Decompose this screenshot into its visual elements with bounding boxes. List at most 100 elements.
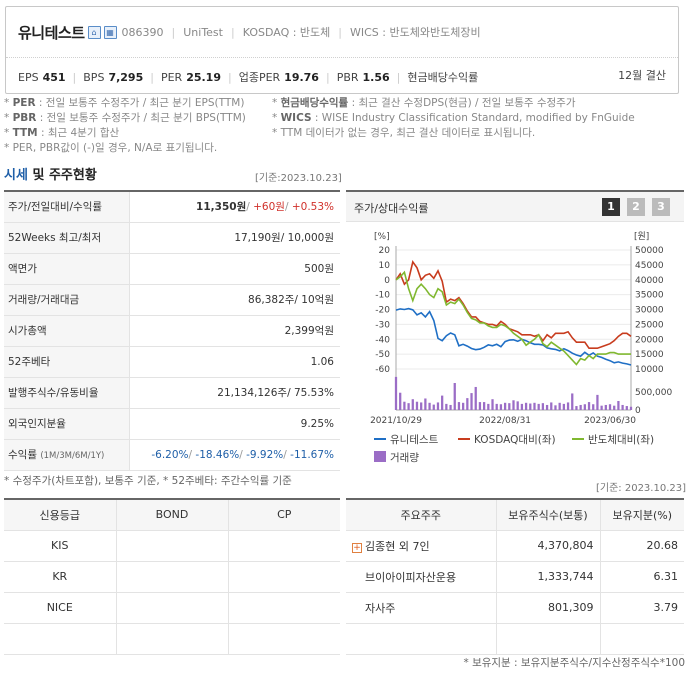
right-tick-label: 25000 xyxy=(635,320,664,330)
volume-bar xyxy=(441,395,444,410)
metric-value: 451 xyxy=(42,70,66,84)
right-tick-label: 30000 xyxy=(635,306,664,316)
shares-cell: 1,333,744 xyxy=(496,561,601,593)
table-row: 주가/전일대비/수익률 11,350원/ +60원/ +0.53% xyxy=(4,190,340,223)
chart-page-2-button[interactable]: 2 xyxy=(627,198,645,216)
volume-bar xyxy=(550,402,553,410)
volume-bar xyxy=(629,406,633,410)
left-tick-label: -50 xyxy=(375,350,390,360)
return-1m: -6.20% xyxy=(151,448,189,461)
volume-bar xyxy=(403,401,406,410)
volume-bar xyxy=(491,399,494,410)
table-row: KIS xyxy=(4,530,340,562)
volume-bar xyxy=(579,404,582,410)
bond-cell xyxy=(116,592,229,624)
volume-bar xyxy=(537,403,540,410)
row-value: 9.25% xyxy=(129,408,340,440)
row-label: 발행주식수/유동비율 xyxy=(4,377,130,409)
holder-name: 김종현 외 7인 xyxy=(365,539,430,553)
metric-label: 업종PER xyxy=(238,71,281,84)
note-text: : 최근 4분기 합산 xyxy=(40,127,120,139)
note-text: : 최근 결산 수정DPS(현금) / 전일 보통주 수정주가 xyxy=(351,97,576,109)
x-tick-label: 2021/10/29 xyxy=(370,416,422,426)
row-label: 시가총액 xyxy=(4,315,130,347)
volume-bar xyxy=(558,402,561,410)
volume-bar xyxy=(592,404,595,410)
expand-icon[interactable]: + xyxy=(352,542,362,553)
volume-bar xyxy=(529,403,532,410)
chart-title: 주가/상대수익률 xyxy=(354,202,429,215)
table-header-row: 신용등급 BOND CP xyxy=(4,498,340,531)
right-tick-label: 50000 xyxy=(635,246,664,256)
volume-bar xyxy=(571,393,574,410)
series-line xyxy=(395,270,631,366)
x-tick-label: 2023/06/30 xyxy=(584,416,636,426)
row-value: 86,382주/ 10억원 xyxy=(129,284,340,316)
volume-bar xyxy=(415,401,419,410)
volume-bar xyxy=(495,403,498,410)
holder-name-cell: 브이아이피자산운용 xyxy=(346,561,497,593)
major-shareholders-table: 주요주주 보유주식수(보통) 보유지분(%) + 김종현 외 7인 4,370,8… xyxy=(346,498,684,655)
agency-cell: NICE xyxy=(4,592,117,624)
chart-page-1-button[interactable]: 1 xyxy=(602,198,620,216)
volume-bar xyxy=(600,405,603,410)
holder-name-cell: + 김종현 외 7인 xyxy=(346,530,497,562)
company-header: 유니테스트 ⌂ ▦ 086390 | UniTest | KOSDAQ : 반도… xyxy=(5,6,679,94)
price-relative-return-chart: [%] [원] 20 10 0 -10 -20 -30 -40 -50 -60 50000 45000 4… xyxy=(370,231,672,464)
home-icon[interactable]: ⌂ xyxy=(87,25,101,39)
volume-bar xyxy=(512,400,515,410)
shares-cell: 4,370,804 xyxy=(496,530,601,562)
volume-bar xyxy=(453,383,456,410)
column-header: 보유주식수(보통) xyxy=(496,498,601,531)
volume-bar xyxy=(449,404,452,410)
volume-bar xyxy=(587,402,591,410)
company-name[interactable]: 유니테스트 xyxy=(18,23,85,42)
volume-bar xyxy=(428,402,431,410)
holder-name-cell: 자사주 xyxy=(346,592,497,624)
volume-bar xyxy=(432,404,435,410)
volume-bar xyxy=(424,398,427,410)
table-row: 52Weeks 최고/최저 17,190원/ 10,000원 xyxy=(4,222,340,254)
note-key: TTM xyxy=(12,127,38,139)
volume-bar xyxy=(566,402,570,410)
volume-bar xyxy=(545,404,549,410)
volume-bar xyxy=(462,402,465,410)
cp-cell xyxy=(228,561,340,593)
stock-code: 086390 xyxy=(121,25,164,39)
volume-bar xyxy=(487,403,490,410)
pct-cell: 6.31 xyxy=(600,561,684,593)
table-row: 수익률 (1M/3M/6M/1Y) -6.20%/ -18.46%/ -9.92… xyxy=(4,439,340,471)
volume-bar xyxy=(470,393,473,410)
returns-cell: -6.20%/ -18.46%/ -9.92%/ -11.67% xyxy=(129,439,340,471)
left-tick-label: -10 xyxy=(375,291,390,301)
pct-cell: 20.68 xyxy=(600,530,684,562)
volume-bar xyxy=(478,402,482,410)
table-row: + 김종현 외 7인 4,370,804 20.68 xyxy=(346,530,684,562)
price-change: +60원 xyxy=(253,201,285,214)
volume-bar xyxy=(499,404,503,410)
company-title-row: 유니테스트 ⌂ ▦ 086390 | UniTest | KOSDAQ : 반도… xyxy=(18,20,481,44)
holder-name: 자사주 xyxy=(365,601,396,615)
right-tick-label: 45000 xyxy=(635,261,664,271)
note-line: * PER, PBR값이 (-)일 경우, N/A로 표기됩니다. xyxy=(4,142,218,154)
market-info: KOSDAQ : 반도체 xyxy=(242,26,331,39)
note-key: 현금배당수익률 xyxy=(280,97,349,109)
volume-bar xyxy=(575,406,578,410)
holder-name-cell xyxy=(346,623,497,655)
left-tick-label: -30 xyxy=(375,320,390,330)
metric-label: BPS xyxy=(83,70,105,84)
credit-rating-table: 신용등급 BOND CP KIS KR NICE xyxy=(4,498,340,655)
row-value: 21,134,126주/ 75.53% xyxy=(129,377,340,409)
row-label: 액면가 xyxy=(4,253,130,285)
row-value: 17,190원/ 10,000원 xyxy=(129,222,340,254)
series-line xyxy=(395,307,632,366)
column-header: 신용등급 xyxy=(4,498,117,531)
holder-name: 브이아이피자산운용 xyxy=(365,570,457,584)
chart-page-3-button[interactable]: 3 xyxy=(652,198,670,216)
table-row: 브이아이피자산운용 1,333,744 6.31 xyxy=(346,561,684,593)
base-date: [기준:2023.10.23] xyxy=(255,173,342,184)
volume-bar xyxy=(508,403,511,410)
volume-bar xyxy=(613,405,616,410)
right-tick-label: 15000 xyxy=(635,350,664,360)
building-icon[interactable]: ▦ xyxy=(103,25,117,39)
